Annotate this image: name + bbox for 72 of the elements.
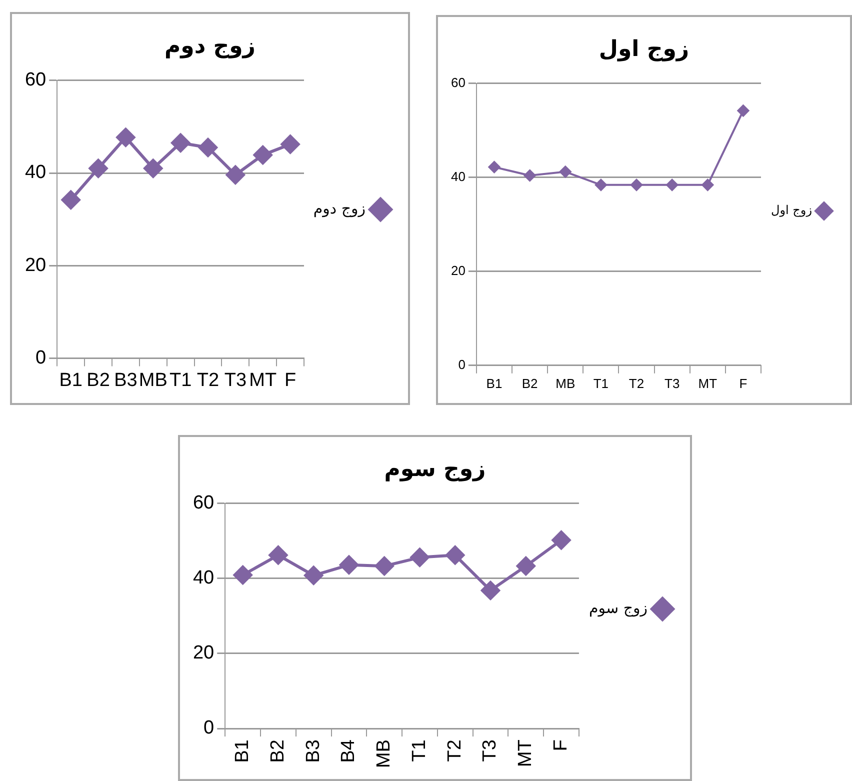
x-tick-label: MB bbox=[556, 376, 576, 391]
point bbox=[61, 190, 80, 210]
point bbox=[524, 170, 536, 182]
x-tick-label: MT bbox=[249, 370, 277, 391]
point bbox=[481, 580, 500, 600]
x-tick-label: MT bbox=[515, 739, 536, 767]
x-tick-label: T1 bbox=[593, 376, 609, 391]
x-tick-label: B4 bbox=[338, 739, 360, 763]
point bbox=[233, 566, 252, 585]
y-tick-label: 20 bbox=[450, 262, 466, 278]
x-tick-label: F bbox=[550, 740, 572, 752]
point bbox=[374, 556, 394, 576]
point bbox=[268, 546, 288, 565]
y-tick-label: 60 bbox=[450, 74, 466, 90]
point bbox=[339, 555, 358, 574]
y-tick-label: 20 bbox=[24, 254, 46, 276]
point bbox=[410, 548, 430, 567]
y-tick-label: 0 bbox=[204, 718, 214, 739]
x-tick-label: MB bbox=[138, 370, 168, 391]
point bbox=[88, 158, 108, 178]
x-tick-label: F bbox=[284, 370, 296, 391]
point bbox=[253, 145, 272, 164]
point bbox=[666, 178, 678, 191]
point bbox=[446, 546, 465, 565]
x-tick-label: B1 bbox=[232, 740, 254, 763]
x-tick-label: B2 bbox=[522, 376, 538, 391]
point bbox=[630, 178, 643, 191]
x-tick-label: B2 bbox=[86, 370, 110, 391]
x-tick-label: MB bbox=[374, 740, 395, 768]
x-tick-label: B3 bbox=[302, 740, 324, 763]
point bbox=[116, 128, 136, 147]
y-tick-label: 40 bbox=[192, 568, 214, 589]
x-tick-label: T2 bbox=[444, 740, 466, 762]
x-tick-label: T1 bbox=[169, 370, 192, 391]
x-tick-label: T2 bbox=[628, 376, 644, 391]
y-tick-label: 0 bbox=[458, 356, 466, 372]
point bbox=[226, 165, 245, 184]
y-tick-label: 20 bbox=[192, 642, 214, 664]
point bbox=[559, 166, 572, 178]
x-tick-label: B1 bbox=[486, 376, 502, 391]
y-tick-label: 0 bbox=[36, 347, 46, 368]
legend-label: زوج دوم bbox=[313, 199, 366, 218]
chart-title: زوج دوم bbox=[164, 34, 256, 59]
legend-label: زوج سوم bbox=[588, 598, 648, 617]
x-tick-label: T3 bbox=[224, 370, 247, 391]
point bbox=[171, 133, 190, 152]
y-tick-label: 40 bbox=[24, 162, 46, 184]
y-tick-label: 40 bbox=[450, 168, 466, 184]
x-tick-label: MT bbox=[698, 376, 718, 391]
point bbox=[304, 566, 324, 585]
x-tick-label: B3 bbox=[114, 370, 138, 391]
point bbox=[198, 138, 218, 158]
legend-label: زوج اول bbox=[771, 203, 812, 218]
point bbox=[144, 158, 163, 178]
x-tick-label: B2 bbox=[267, 740, 288, 763]
point bbox=[552, 530, 571, 550]
point bbox=[702, 178, 714, 191]
point bbox=[516, 556, 536, 576]
x-tick-label: T1 bbox=[408, 740, 430, 762]
x-tick-label: F bbox=[739, 376, 748, 391]
point bbox=[737, 104, 750, 117]
chart-title: زوج سوم bbox=[384, 456, 486, 482]
y-tick-label: 60 bbox=[192, 492, 214, 514]
x-tick-label: B1 bbox=[59, 370, 82, 391]
point bbox=[488, 161, 500, 174]
x-tick-label: T3 bbox=[480, 740, 501, 762]
y-tick-label: 60 bbox=[24, 70, 46, 91]
point bbox=[594, 178, 607, 191]
chart-title: زوج اول bbox=[598, 36, 690, 62]
x-tick-label: T3 bbox=[664, 376, 680, 391]
point bbox=[280, 134, 300, 154]
x-tick-label: T2 bbox=[196, 370, 220, 391]
